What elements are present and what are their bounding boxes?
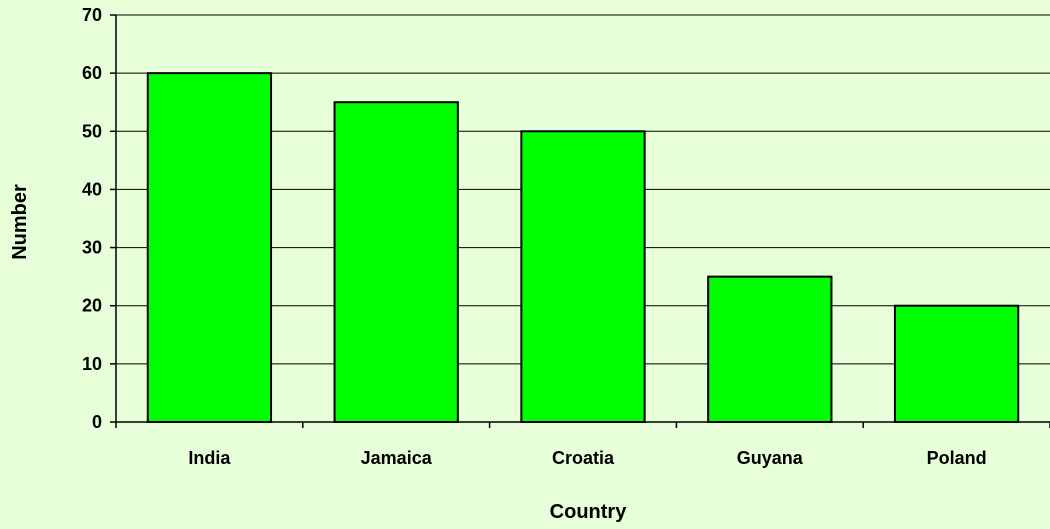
bars bbox=[146, 72, 1020, 424]
bar-poland bbox=[893, 304, 1020, 424]
x-tick-label: Poland bbox=[927, 448, 987, 468]
x-tick-label: Croatia bbox=[552, 448, 615, 468]
y-tick-label: 0 bbox=[92, 412, 102, 432]
y-tick-label: 20 bbox=[82, 296, 102, 316]
axes bbox=[110, 14, 1050, 428]
bar-guyana bbox=[707, 275, 833, 423]
y-tick-label: 30 bbox=[82, 238, 102, 258]
y-tick-label: 50 bbox=[82, 121, 102, 141]
y-axis-title: Number bbox=[9, 184, 31, 260]
x-tick-labels: India Jamaica Croatia Guyana Poland bbox=[188, 448, 986, 468]
y-tick-label: 70 bbox=[82, 5, 102, 25]
x-tick-label: Jamaica bbox=[361, 448, 433, 468]
x-tick-label: India bbox=[188, 448, 231, 468]
bar-jamaica bbox=[333, 101, 459, 423]
x-tick-label: Guyana bbox=[737, 448, 804, 468]
bar-india bbox=[146, 72, 273, 424]
y-tick-labels: 0 10 20 30 40 50 60 70 bbox=[82, 5, 102, 432]
x-axis-title: Country bbox=[550, 501, 628, 523]
y-tick-label: 60 bbox=[82, 63, 102, 83]
y-tick-label: 40 bbox=[82, 179, 102, 199]
y-tick-label: 10 bbox=[82, 354, 102, 374]
bar-croatia bbox=[520, 130, 646, 424]
